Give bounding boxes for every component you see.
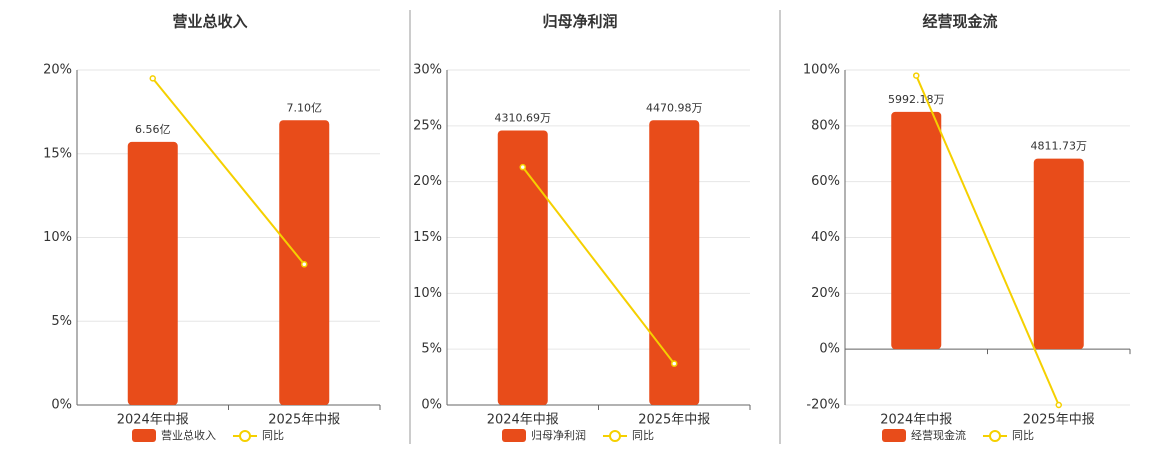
line-point: [149, 75, 156, 82]
line: [521, 166, 676, 365]
legend-swatch: [239, 430, 251, 442]
x-tick-label: 2025年中报: [268, 413, 340, 428]
legend-swatch: [989, 430, 1001, 442]
legend-label: 经营现金流: [911, 428, 966, 442]
y-tick-label: 15%: [43, 146, 72, 161]
bar: [649, 120, 700, 405]
y-tick-label: 80%: [811, 118, 840, 133]
y-tick-label: 0%: [421, 398, 442, 413]
line-point: [1055, 401, 1062, 409]
y-tick-label: 10%: [413, 286, 442, 301]
bar-value-label: 7.10亿: [287, 101, 323, 114]
bar-value-label: 6.56亿: [135, 123, 171, 136]
bar: [127, 141, 178, 405]
y-tick-label: 30%: [413, 63, 442, 78]
line-point: [913, 72, 920, 79]
bar-value-label: 4811.73万: [1031, 140, 1088, 153]
chart-title: 归母净利润: [542, 13, 617, 31]
legend-swatch: [132, 429, 156, 442]
y-tick-label: 20%: [43, 63, 72, 78]
x-tick-label: 2025年中报: [1023, 413, 1095, 428]
x-tick-label: 2024年中报: [880, 413, 952, 428]
y-tick-label: 10%: [43, 230, 72, 245]
y-tick-label: 20%: [413, 174, 442, 189]
bar-value-label: 5992.18万: [888, 93, 945, 106]
y-tick-label: 100%: [803, 63, 840, 78]
bar: [891, 111, 942, 350]
bar: [1033, 158, 1084, 350]
x-tick-label: 2025年中报: [638, 413, 710, 428]
legend-label: 同比: [262, 429, 284, 442]
chart-title: 营业总收入: [172, 13, 247, 31]
line-point: [519, 163, 526, 171]
legend-swatch: [882, 429, 906, 442]
y-tick-label: 40%: [811, 230, 840, 245]
y-tick-label: 15%: [413, 230, 442, 245]
y-tick-label: 0%: [51, 398, 72, 413]
y-tick-label: 60%: [811, 174, 840, 189]
x-tick-label: 2024年中报: [117, 413, 189, 428]
y-tick-label: 5%: [51, 314, 72, 329]
y-tick-label: -20%: [806, 398, 840, 413]
x-tick-label: 2024年中报: [487, 413, 559, 428]
bar-value-label: 4310.69万: [495, 111, 552, 124]
y-tick-label: 20%: [811, 286, 840, 301]
legend-label: 营业总收入: [161, 428, 216, 442]
legend-label: 归母净利润: [531, 428, 586, 442]
line-point: [301, 261, 308, 268]
legend-swatch: [609, 430, 621, 442]
y-tick-label: 25%: [413, 118, 442, 133]
line: [151, 77, 306, 265]
line-point: [671, 360, 678, 367]
bar: [497, 130, 548, 406]
bar-value-label: 4470.98万: [646, 101, 703, 114]
line: [915, 75, 1060, 406]
legend-swatch: [502, 429, 526, 442]
legend-label: 同比: [1012, 429, 1034, 442]
chart-title: 经营现金流: [922, 13, 997, 31]
legend-label: 同比: [632, 429, 654, 442]
y-tick-label: 5%: [421, 342, 442, 357]
y-tick-label: 0%: [819, 342, 840, 357]
